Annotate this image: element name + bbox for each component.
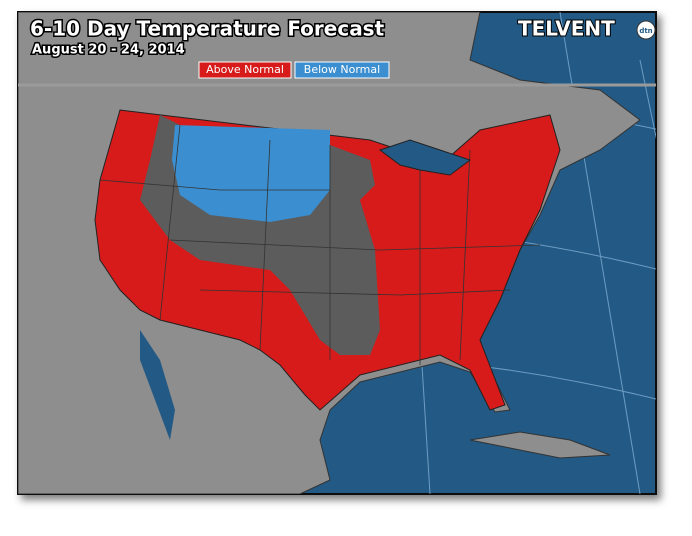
- legend-swatch: [198, 61, 292, 79]
- legend-label: Below Normal: [304, 63, 380, 76]
- logo-badge: [636, 20, 656, 40]
- logo: TELVENT dtn: [517, 16, 656, 42]
- below-normal-region: [172, 125, 330, 222]
- legend-label: Above Normal: [206, 63, 284, 76]
- title: 6-10 Day Temperature Forecast: [30, 17, 385, 41]
- subtitle: August 20 - 24, 2014: [32, 43, 185, 58]
- logo-badge-text: dtn: [639, 27, 652, 35]
- great-lakes: [378, 139, 472, 176]
- state-borders: [99, 124, 541, 365]
- gulf-of-california: [140, 330, 175, 440]
- map: [18, 12, 656, 494]
- legend: Above Normal Below Normal: [198, 61, 390, 79]
- logo-name: TELVENT: [518, 17, 615, 41]
- legend-swatch: [294, 61, 390, 79]
- island: [469, 431, 611, 459]
